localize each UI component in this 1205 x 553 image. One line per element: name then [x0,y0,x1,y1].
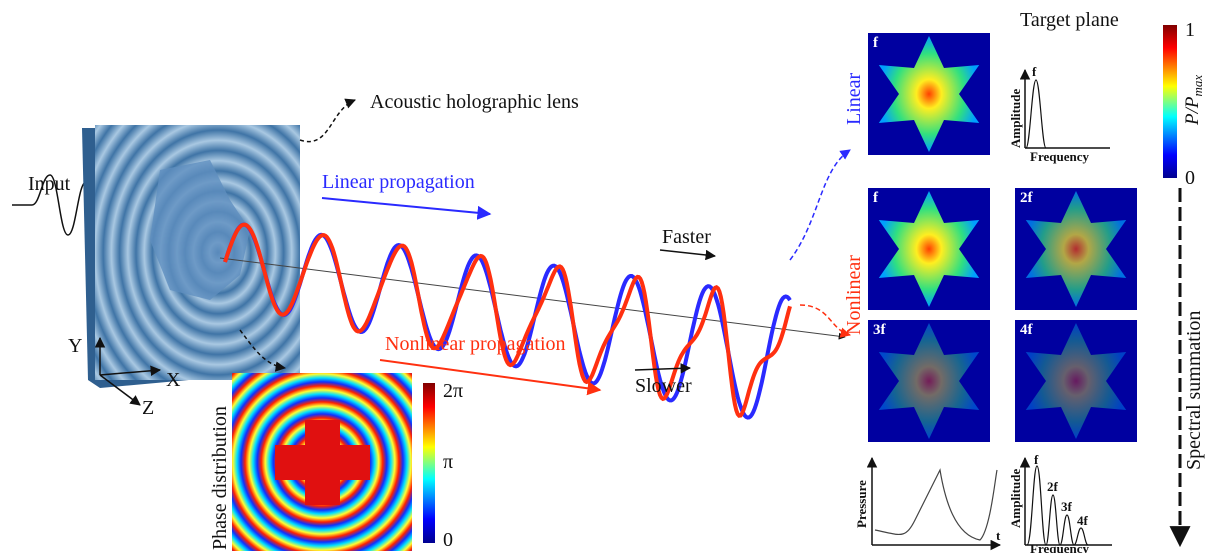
target-title: Target plane [1020,9,1119,31]
field-star [1025,323,1127,439]
axis-z-label: Z [142,397,154,419]
linear-label: Linear [843,72,865,125]
field-star [878,36,980,152]
spectrum-peak-label: 4f [1077,513,1089,528]
summation-label: Spectral summation [1183,311,1205,470]
input-wave [12,174,87,236]
panel-label: 4f [1020,322,1034,338]
colorbar-tick: 1 [1185,19,1195,41]
nonlinear-label: Nonlinear [843,255,865,335]
panel-label: 3f [873,322,887,338]
colorbar-tick: 0 [1185,167,1195,189]
spectrum-y-label: Amplitude [1008,89,1023,148]
spectrum-peak-label: f [1032,64,1037,79]
axis-x-label: X [166,369,181,391]
nonlinear-pointer [799,304,852,338]
propagation-axis [219,257,846,340]
axis-y-label: Y [68,335,82,357]
field-star [1025,191,1127,307]
spectrum-y-label: Amplitude [1008,469,1023,528]
pressure-x-label: t [996,528,1001,543]
lens-cavity [150,160,250,300]
phase-tick: 0 [443,529,453,551]
field-star [878,323,980,439]
pressure-curve [874,468,998,541]
pressure-colorbar [1163,25,1177,178]
panel-label: f [873,190,879,206]
linear-pointer [789,149,851,261]
spectrum-peak-label: f [1034,452,1039,467]
spectrum-x-label: Frequency [1030,541,1089,553]
linear-propagation-label: Linear propagation [322,171,475,193]
spectrum-peak-label: 3f [1061,499,1073,514]
phase-label: Phase distribution [209,406,231,550]
nonlinear-wave [223,222,792,418]
phase-tick: 2π [443,380,463,402]
axis-x [99,365,162,377]
spectrum-x-label: Frequency [1030,149,1089,164]
colorbar-label: P/Pmax [1182,75,1205,126]
spectrum-peaks [1026,465,1089,546]
faster-arrow [659,249,717,261]
spectrum-peak [1025,79,1047,149]
nonlinear-arrow [379,359,602,396]
panel-label: 2f [1020,190,1034,206]
colorbar-label-sub: max [1190,75,1205,97]
field-star [878,191,980,307]
pressure-y-label: Pressure [854,480,869,528]
axis-z [99,374,141,406]
linear-arrow [321,197,492,220]
lens-pointer [299,98,356,143]
lens-label: Acoustic holographic lens [370,91,579,113]
slower-label: Slower [635,375,692,397]
phase-tick: π [443,451,453,473]
phase-colorbar [423,383,435,543]
nonlinear-propagation-label: Nonlinear propagation [385,333,566,355]
slower-arrow [634,363,692,374]
phase-center [275,420,370,505]
input-label: Input [28,173,71,195]
faster-label: Faster [662,226,711,248]
colorbar-label-main: P/P [1182,96,1203,126]
panel-label: f [873,35,879,51]
spectrum-peak-label: 2f [1047,479,1059,494]
